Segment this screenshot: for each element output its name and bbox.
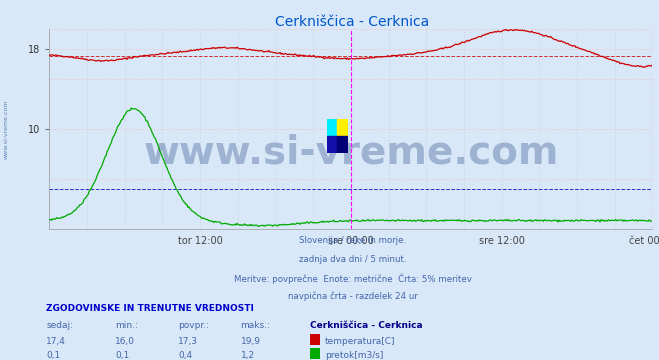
Text: Cerkniščica - Cerknica: Cerkniščica - Cerknica: [275, 15, 430, 29]
Text: povpr.:: povpr.:: [178, 321, 209, 330]
Text: Slovenija / reke in morje.: Slovenija / reke in morje.: [299, 236, 406, 245]
Text: 0,1: 0,1: [46, 351, 61, 360]
Text: maks.:: maks.:: [241, 321, 270, 330]
Text: ZGODOVINSKE IN TRENUTNE VREDNOSTI: ZGODOVINSKE IN TRENUTNE VREDNOSTI: [46, 304, 254, 313]
Text: navpična črta - razdelek 24 ur: navpična črta - razdelek 24 ur: [287, 292, 418, 301]
Text: 17,4: 17,4: [46, 337, 66, 346]
Bar: [327, 119, 337, 136]
Text: 16,0: 16,0: [115, 337, 135, 346]
Text: min.:: min.:: [115, 321, 138, 330]
Text: Cerkniščica - Cerknica: Cerkniščica - Cerknica: [310, 321, 422, 330]
Text: 0,4: 0,4: [178, 351, 192, 360]
Text: www.si-vreme.com: www.si-vreme.com: [4, 100, 9, 159]
Bar: [337, 119, 348, 136]
Text: 19,9: 19,9: [241, 337, 260, 346]
Text: 17,3: 17,3: [178, 337, 198, 346]
Text: pretok[m3/s]: pretok[m3/s]: [325, 351, 384, 360]
Text: sedaj:: sedaj:: [46, 321, 73, 330]
Text: 0,1: 0,1: [115, 351, 130, 360]
Text: 1,2: 1,2: [241, 351, 254, 360]
Bar: [337, 136, 348, 153]
Text: www.si-vreme.com: www.si-vreme.com: [143, 134, 559, 172]
Bar: [327, 136, 337, 153]
Text: Meritve: povprečne  Enote: metrične  Črta: 5% meritev: Meritve: povprečne Enote: metrične Črta:…: [234, 273, 471, 284]
Text: zadnja dva dni / 5 minut.: zadnja dva dni / 5 minut.: [299, 255, 407, 264]
Text: temperatura[C]: temperatura[C]: [325, 337, 395, 346]
